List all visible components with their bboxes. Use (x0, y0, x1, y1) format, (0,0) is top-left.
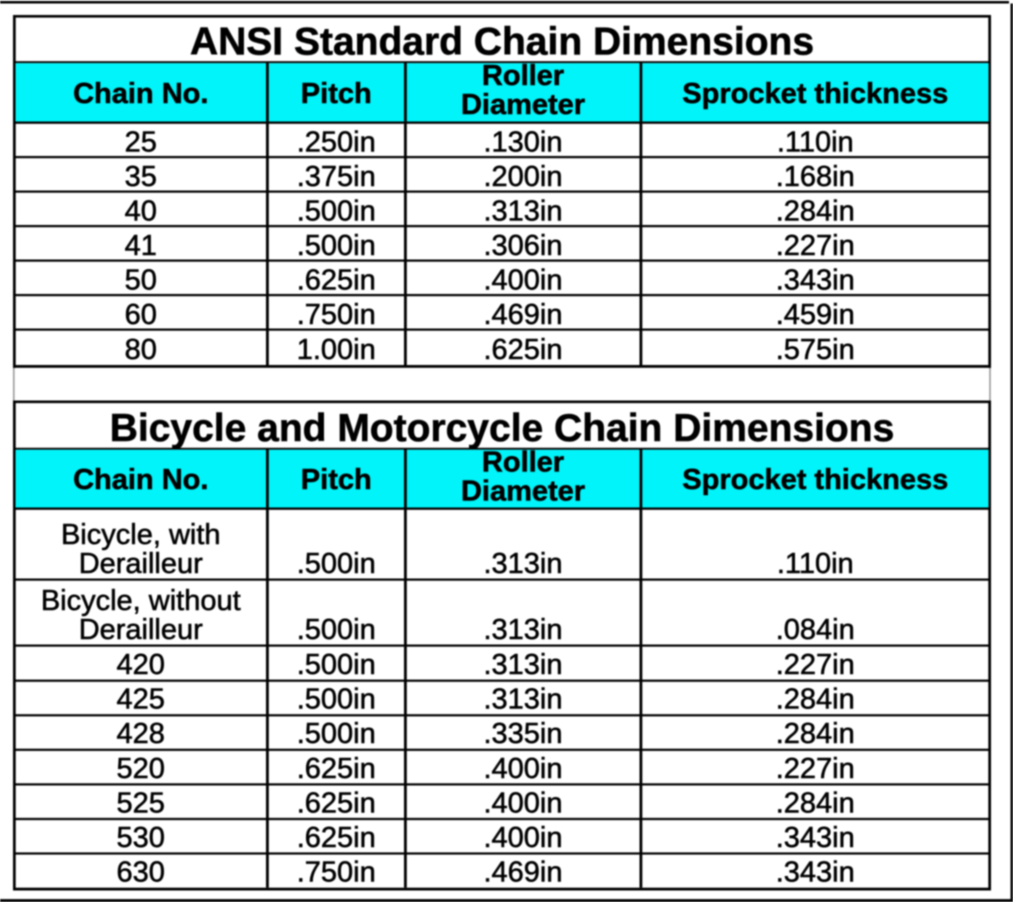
svg-text:.500in: .500in (297, 196, 376, 228)
svg-text:60: 60 (125, 299, 157, 331)
svg-text:428: 428 (117, 718, 165, 750)
svg-text:.469in: .469in (483, 857, 562, 889)
svg-text:.168in: .168in (776, 161, 855, 193)
svg-text:.343in: .343in (776, 822, 855, 854)
svg-text:.306in: .306in (483, 230, 562, 262)
svg-text:.227in: .227in (776, 649, 855, 681)
svg-text:.284in: .284in (776, 718, 855, 750)
svg-text:.284in: .284in (776, 196, 855, 228)
svg-text:80: 80 (125, 334, 157, 366)
svg-text:.750in: .750in (297, 299, 376, 331)
svg-text:.500in: .500in (297, 548, 376, 580)
svg-text:.227in: .227in (776, 753, 855, 785)
svg-text:.469in: .469in (483, 299, 562, 331)
svg-text:Pitch: Pitch (301, 78, 372, 110)
svg-text:40: 40 (125, 196, 157, 228)
svg-text:.625in: .625in (297, 822, 376, 854)
svg-text:.284in: .284in (776, 684, 855, 716)
svg-text:Bicycle, with: Bicycle, with (61, 519, 221, 551)
svg-text:Diameter: Diameter (461, 476, 585, 508)
svg-text:.335in: .335in (483, 718, 562, 750)
svg-text:420: 420 (117, 649, 165, 681)
svg-text:.459in: .459in (776, 299, 855, 331)
svg-text:.500in: .500in (297, 718, 376, 750)
svg-text:.284in: .284in (776, 787, 855, 819)
svg-text:.375in: .375in (297, 161, 376, 193)
svg-text:.500in: .500in (297, 230, 376, 262)
svg-text:630: 630 (117, 857, 165, 889)
svg-text:.625in: .625in (483, 334, 562, 366)
svg-text:.313in: .313in (483, 548, 562, 580)
svg-text:.625in: .625in (297, 753, 376, 785)
svg-text:530: 530 (117, 822, 165, 854)
svg-text:.110in: .110in (777, 127, 854, 159)
svg-text:.400in: .400in (483, 787, 562, 819)
svg-text:.313in: .313in (483, 684, 562, 716)
svg-text:41: 41 (125, 230, 157, 262)
svg-text:Derailleur: Derailleur (79, 548, 203, 580)
svg-text:425: 425 (117, 684, 165, 716)
svg-text:.400in: .400in (483, 822, 562, 854)
svg-text:.625in: .625in (297, 787, 376, 819)
svg-text:.110in: .110in (777, 548, 854, 580)
svg-text:.500in: .500in (297, 614, 376, 646)
svg-text:Derailleur: Derailleur (79, 614, 203, 646)
svg-text:.343in: .343in (776, 265, 855, 297)
svg-text:Sprocket thickness: Sprocket thickness (682, 464, 948, 496)
svg-text:.084in: .084in (776, 614, 855, 646)
svg-text:Roller: Roller (482, 447, 564, 479)
svg-text:Roller: Roller (482, 60, 564, 92)
svg-text:.313in: .313in (483, 614, 562, 646)
svg-text:50: 50 (125, 265, 157, 297)
svg-text:525: 525 (117, 787, 165, 819)
svg-text:Chain No.: Chain No. (73, 464, 208, 496)
svg-text:.625in: .625in (297, 265, 376, 297)
svg-text:.130in: .130in (483, 127, 562, 159)
svg-text:.750in: .750in (297, 857, 376, 889)
svg-text:Chain No.: Chain No. (73, 78, 208, 110)
svg-text:.313in: .313in (483, 649, 562, 681)
svg-text:.343in: .343in (776, 857, 855, 889)
svg-text:.250in: .250in (297, 127, 376, 159)
svg-text:.227in: .227in (776, 230, 855, 262)
svg-text:1.00in: 1.00in (297, 334, 376, 366)
svg-text:520: 520 (117, 753, 165, 785)
svg-text:35: 35 (125, 161, 157, 193)
svg-text:Diameter: Diameter (461, 89, 585, 121)
svg-text:ANSI Standard Chain Dimensions: ANSI Standard Chain Dimensions (190, 21, 814, 64)
svg-text:.500in: .500in (297, 684, 376, 716)
svg-text:Bicycle, without: Bicycle, without (41, 585, 241, 617)
svg-text:.200in: .200in (483, 161, 562, 193)
svg-text:.575in: .575in (776, 334, 855, 366)
svg-text:.400in: .400in (483, 753, 562, 785)
svg-text:Bicycle and Motorcycle Chain D: Bicycle and Motorcycle Chain Dimensions (110, 407, 895, 450)
svg-text:.313in: .313in (483, 196, 562, 228)
svg-text:Pitch: Pitch (301, 464, 372, 496)
svg-text:.500in: .500in (297, 649, 376, 681)
svg-text:.400in: .400in (483, 265, 562, 297)
svg-text:Sprocket thickness: Sprocket thickness (682, 78, 948, 110)
svg-text:25: 25 (125, 127, 157, 159)
